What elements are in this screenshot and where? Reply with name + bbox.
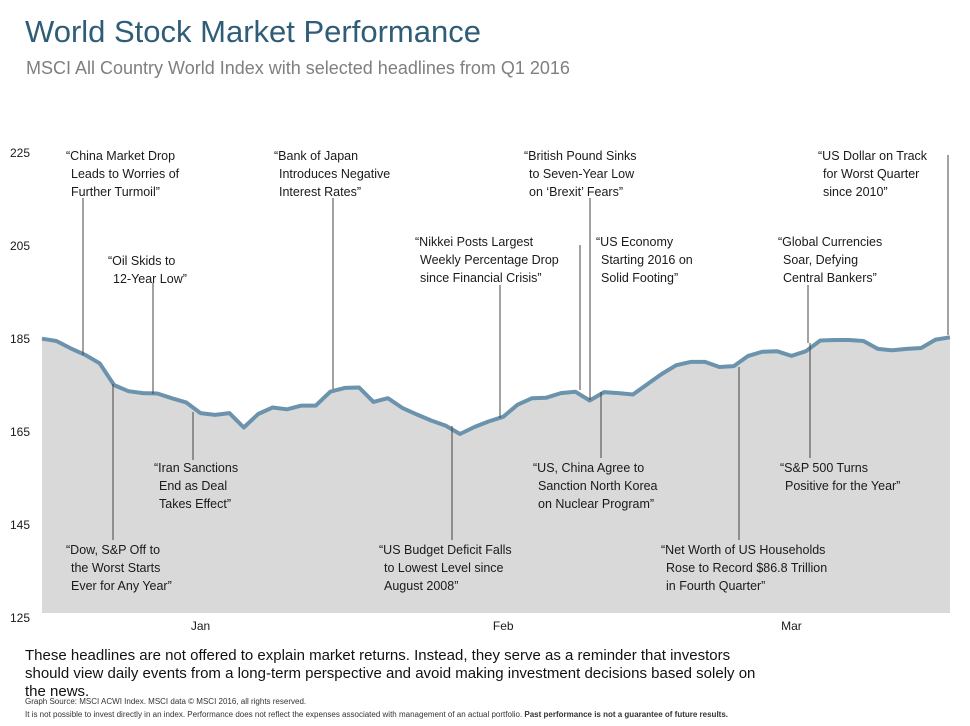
y-tick-label: 165 [10,425,30,439]
annotation: “Dow, S&P Off to [66,543,160,557]
annotation: “US Dollar on Track [818,149,928,163]
annotation: Takes Effect” [159,497,231,511]
annotation: August 2008” [384,579,458,593]
annotation: on Nuclear Program” [538,497,654,511]
y-tick-label: 185 [10,332,30,346]
disclaimer: It is not possible to invest directly in… [25,710,525,719]
annotation: in Fourth Quarter” [666,579,765,593]
annotation: on ‘Brexit’ Fears” [529,185,623,199]
x-tick-label: Jan [191,619,210,633]
area [42,337,950,613]
subtitle: MSCI All Country World Index with select… [26,58,570,78]
annotation: Soar, Defying [783,253,858,267]
annotation: “Bank of Japan [274,149,358,163]
title: World Stock Market Performance [25,14,481,49]
annotation: to Lowest Level since [384,561,504,575]
annotation: End as Deal [159,479,227,493]
y-tick-label: 225 [10,146,30,160]
annotation: “S&P 500 Turns [780,461,868,475]
annotation: “Nikkei Posts Largest [415,235,534,249]
disclaimer-bold: Past performance is not a guarantee of f… [524,710,728,719]
annotation: Leads to Worries of [71,167,180,181]
annotation: “British Pound Sinks [524,149,637,163]
x-tick-label: Feb [493,619,514,633]
annotation: Weekly Percentage Drop [420,253,559,267]
annotation: “Iran Sanctions [154,461,238,475]
annotation: since Financial Crisis” [420,271,542,285]
annotation: Ever for Any Year” [71,579,172,593]
annotation: Central Bankers” [783,271,877,285]
annotation: since 2010” [823,185,888,199]
disclaimer-block: It is not possible to invest directly in… [25,710,728,719]
annotation: “Global Currencies [778,235,882,249]
annotation: “US Budget Deficit Falls [379,543,512,557]
annotation: for Worst Quarter [823,167,919,181]
annotation: Sanction North Korea [538,479,658,493]
annotation: “US, China Agree to [533,461,644,475]
annotation: the Worst Starts [71,561,160,575]
x-tick-label: Mar [781,619,802,633]
annotation: “Oil Skids to [108,254,175,268]
annotation: Starting 2016 on [601,253,693,267]
annotation: to Seven-Year Low [529,167,635,181]
y-tick-label: 205 [10,239,30,253]
y-tick-label: 145 [10,518,30,532]
annotation: Solid Footing” [601,271,678,285]
line [41,335,951,436]
source: Graph Source: MSCI ACWI Index. MSCI data… [25,697,307,706]
annotation: Introduces Negative [279,167,390,181]
annotation: Interest Rates” [279,185,361,199]
annotation: Further Turmoil” [71,185,160,199]
annotation: “China Market Drop [66,149,175,163]
y-tick-label: 125 [10,611,30,625]
annotation: 12-Year Low” [113,272,187,286]
annotation: “US Economy [596,235,674,249]
annotation: Positive for the Year” [785,479,900,493]
note: These headlines are not offered to expla… [25,647,756,700]
annotation: “Net Worth of US Households [661,543,825,557]
annotation: Rose to Record $86.8 Trillion [666,561,827,575]
